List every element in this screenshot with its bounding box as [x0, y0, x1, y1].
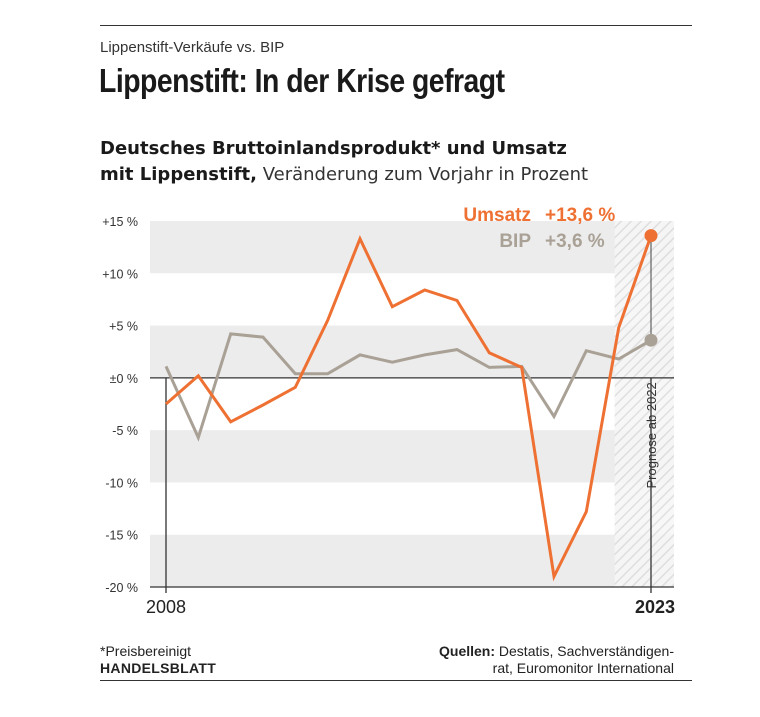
x-tick-label: 2023: [635, 597, 675, 617]
series-line-umsatz: [165, 235, 653, 582]
source-text-2: rat, Euromonitor International: [492, 660, 674, 676]
legend-name-bip: BIP: [499, 231, 531, 252]
grid-band: [150, 221, 674, 274]
series-line-bip: [164, 332, 652, 442]
kicker: Lippenstift-Verkäufe vs. BIP: [100, 39, 285, 56]
end-point-umsatz: [644, 229, 658, 243]
y-tick-label: +15 %: [102, 215, 138, 229]
y-tick-label: -20 %: [105, 581, 138, 595]
forecast-label: Prognose ab 2022: [644, 382, 659, 488]
bottom-rule: [100, 680, 692, 681]
subtitle-line1: Deutsches Bruttoinlandsprodukt* und Umsa…: [100, 138, 567, 159]
grid-band: [150, 430, 674, 483]
y-tick-label: -10 %: [105, 476, 138, 490]
legend-value-umsatz: +13,6 %: [545, 205, 615, 226]
y-tick-label: -5 %: [112, 424, 138, 438]
source-label: Quellen:: [439, 643, 496, 659]
subtitle-line2-light: Veränderung zum Vorjahr in Prozent: [257, 164, 589, 185]
grid-band: [150, 534, 674, 587]
top-rule: [100, 25, 692, 26]
end-point-bip: [644, 333, 658, 347]
chart-subtitle: Deutsches Bruttoinlandsprodukt* und Umsa…: [100, 136, 588, 188]
legend-name-umsatz: Umsatz: [463, 205, 531, 226]
source-block: Quellen: Destatis, Sachverständigen- rat…: [439, 643, 674, 677]
footnote: *Preisbereinigt: [100, 643, 192, 659]
y-tick-label: -15 %: [105, 529, 138, 543]
x-tick-label: 2008: [146, 597, 186, 617]
brand-logo: HANDELSBLATT: [100, 660, 217, 676]
subtitle-line2-bold: mit Lippenstift,: [100, 164, 257, 185]
legend-value-bip: +3,6 %: [545, 231, 605, 252]
forecast-region: [614, 221, 674, 587]
y-tick-label: +10 %: [102, 267, 138, 281]
y-tick-label: ±0 %: [110, 372, 138, 386]
footnote-block: *Preisbereinigt HANDELSBLATT: [100, 643, 216, 677]
headline: Lippenstift: In der Krise gefragt: [99, 62, 505, 99]
y-tick-label: +5 %: [109, 320, 138, 334]
source-text-1: Destatis, Sachverständigen-: [495, 643, 674, 659]
